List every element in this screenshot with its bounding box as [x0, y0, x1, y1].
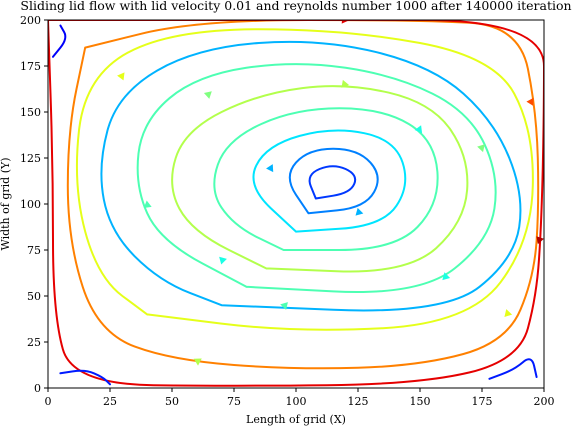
y-axis-label: Width of grid (Y): [0, 157, 12, 250]
streamline-10: [59, 369, 111, 386]
flow-arrow-12: [117, 72, 125, 81]
y-tick-label: 50: [27, 290, 41, 303]
x-tick-label: 150: [410, 395, 431, 408]
x-tick-label: 25: [103, 395, 117, 408]
streamline-12: [52, 24, 67, 58]
x-tick-label: 50: [165, 395, 179, 408]
flow-arrow-3: [143, 200, 152, 209]
x-tick-label: 0: [45, 395, 52, 408]
x-axis-ticks: 0 25 50 75 100 125 150 175 200: [45, 388, 555, 408]
flow-arrow-7: [203, 91, 212, 99]
streamline-6: [308, 165, 357, 200]
y-tick-label: 125: [20, 152, 41, 165]
flow-arrow-4: [341, 79, 350, 88]
y-tick-label: 25: [27, 336, 41, 349]
flow-arrow-15: [536, 236, 544, 245]
y-tick-label: 100: [20, 198, 41, 211]
streamline-2: [171, 85, 469, 273]
streamline-11: [488, 358, 538, 380]
streamline-9: [48, 20, 544, 387]
flow-arrow-14: [504, 309, 513, 317]
flow-arrow-11: [341, 20, 350, 24]
y-tick-label: 75: [27, 244, 41, 257]
streamline-0: [100, 40, 522, 312]
y-tick-label: 200: [20, 14, 41, 27]
x-tick-label: 100: [286, 395, 307, 408]
plot-area: [48, 20, 544, 387]
streamline-3: [213, 107, 439, 252]
streamlines-group: [48, 20, 544, 387]
flow-arrow-9: [266, 164, 274, 173]
x-axis-label: Length of grid (X): [246, 413, 346, 426]
x-tick-label: 175: [472, 395, 493, 408]
x-tick-label: 200: [534, 395, 555, 408]
flow-arrow-13: [193, 358, 202, 366]
y-tick-label: 0: [34, 382, 41, 395]
flow-arrow-0: [414, 125, 423, 134]
y-tick-label: 150: [20, 106, 41, 119]
flow-arrow-5: [477, 144, 485, 153]
y-tick-label: 175: [20, 60, 41, 73]
chart-title: Sliding lid flow with lid velocity 0.01 …: [20, 0, 571, 13]
streamline-4: [252, 129, 407, 233]
flow-arrow-1: [442, 272, 451, 281]
flow-arrow-8: [355, 207, 364, 216]
streamline-5: [288, 147, 379, 215]
y-axis-ticks: 0 25 50 75 100 125 150 175 200: [20, 14, 48, 395]
streamline-7: [75, 28, 534, 331]
flow-arrow-10: [526, 97, 534, 106]
arrows-group: [117, 20, 544, 366]
x-tick-label: 125: [348, 395, 369, 408]
flow-arrow-2: [280, 302, 288, 310]
x-tick-label: 75: [227, 395, 241, 408]
flow-arrow-6: [219, 256, 227, 265]
streamline-1: [136, 63, 497, 294]
